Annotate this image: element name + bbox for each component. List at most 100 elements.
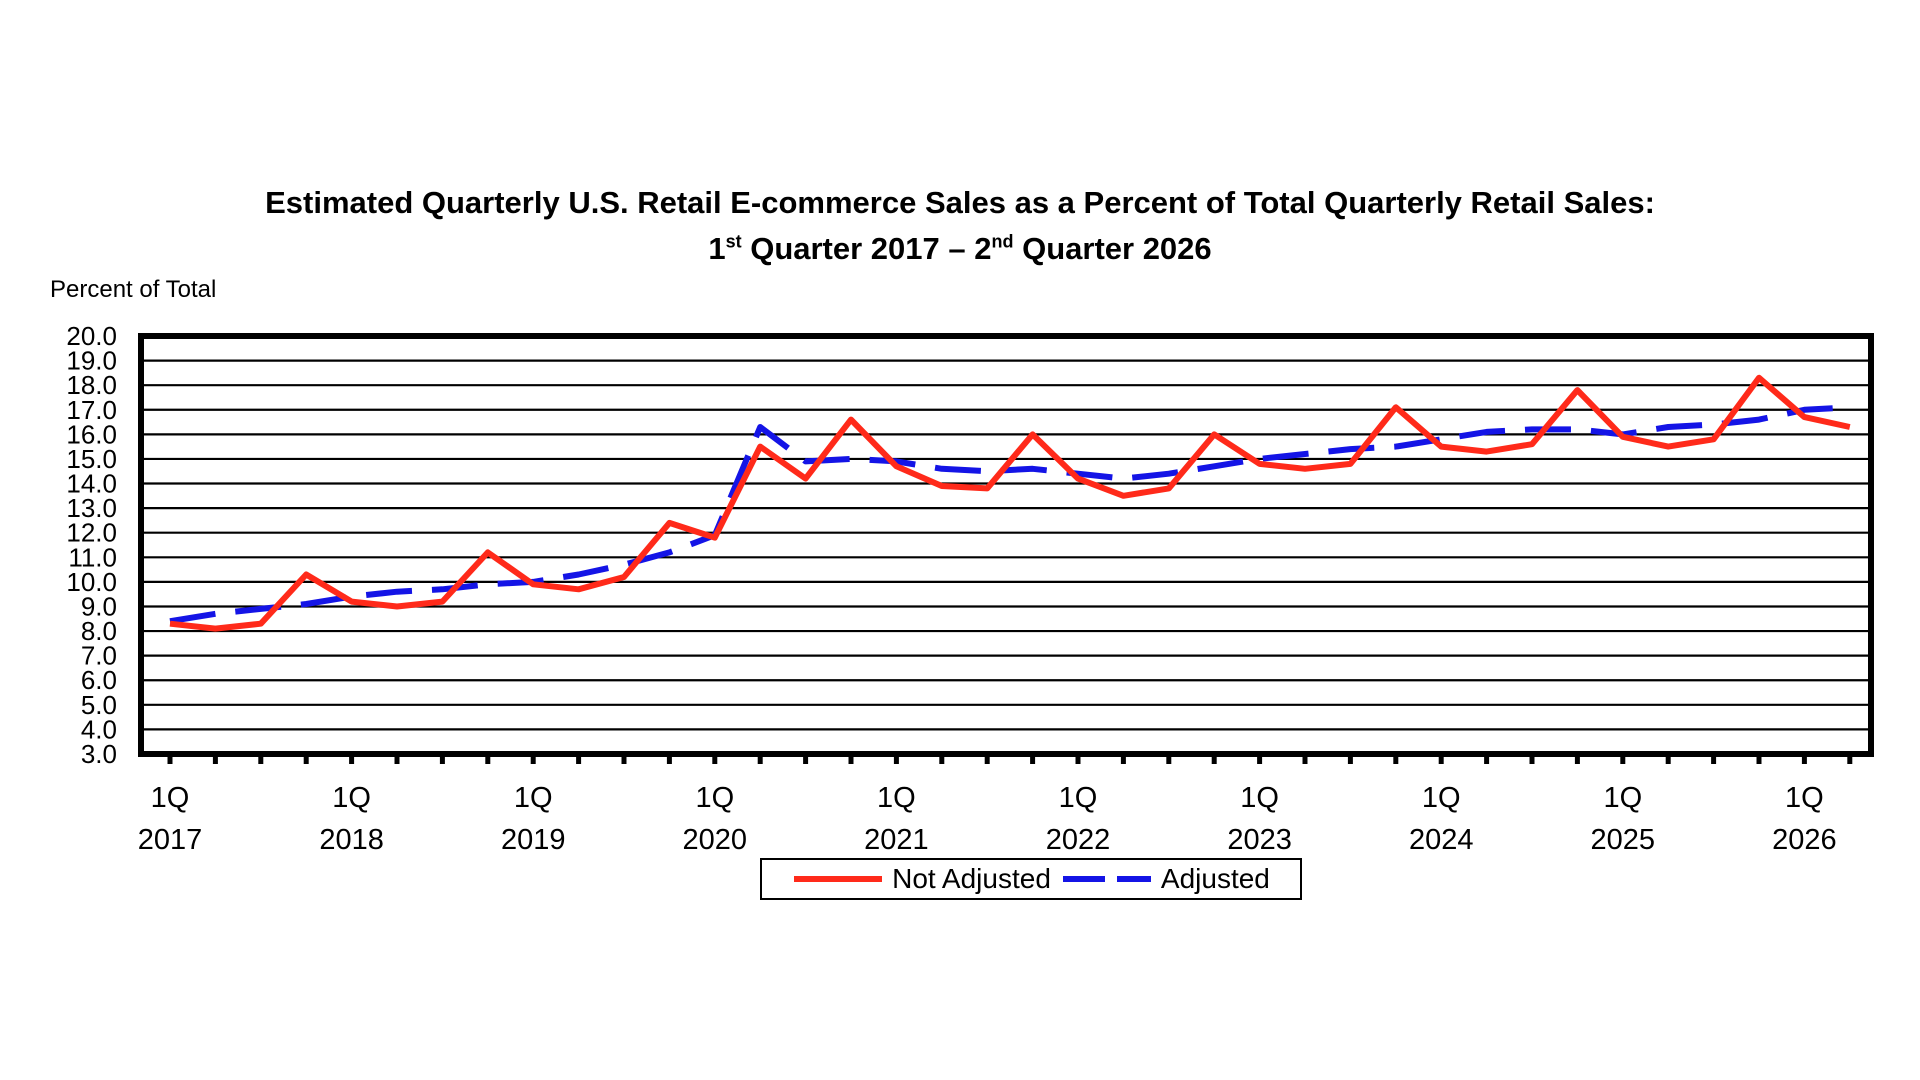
y-tick-label: 7.0 — [81, 641, 117, 671]
data-point-adjusted — [1574, 426, 1580, 432]
data-point-not-adjusted — [1166, 485, 1172, 491]
data-point-not-adjusted — [303, 572, 309, 578]
data-point-not-adjusted — [485, 549, 491, 555]
data-point-not-adjusted — [1030, 431, 1036, 437]
x-tick-label-year: 2023 — [1227, 824, 1292, 856]
data-point-adjusted — [303, 601, 309, 607]
y-tick-label: 12.0 — [66, 518, 117, 548]
data-point-not-adjusted — [757, 444, 763, 450]
y-tick-label: 5.0 — [81, 690, 117, 720]
y-tick-label: 8.0 — [81, 616, 117, 646]
data-point-not-adjusted — [349, 599, 355, 605]
x-tick-label-quarter: 1Q — [1603, 782, 1642, 814]
data-point-not-adjusted — [1801, 414, 1807, 420]
legend-swatch-not-adjusted — [794, 876, 883, 882]
x-tick-label-quarter: 1Q — [695, 782, 734, 814]
data-point-adjusted — [1302, 451, 1308, 457]
data-point-not-adjusted — [712, 535, 718, 541]
chart-title-line2: 1st Quarter 2017 – 2nd Quarter 2026 — [708, 231, 1212, 266]
y-tick-label: 4.0 — [81, 714, 117, 744]
x-tick-label-quarter: 1Q — [1240, 782, 1279, 814]
x-tick-label-quarter: 1Q — [877, 782, 916, 814]
data-point-not-adjusted — [1484, 449, 1490, 455]
x-tick-label-quarter: 1Q — [1059, 782, 1098, 814]
data-point-adjusted — [1529, 426, 1535, 432]
data-point-adjusted — [576, 572, 582, 578]
data-point-adjusted — [258, 606, 264, 612]
data-point-not-adjusted — [803, 476, 809, 482]
data-point-adjusted — [1347, 446, 1353, 452]
data-point-adjusted — [394, 589, 400, 595]
data-point-adjusted — [984, 468, 990, 474]
data-point-adjusted — [212, 611, 218, 617]
data-point-not-adjusted — [893, 463, 899, 469]
data-point-not-adjusted — [167, 621, 173, 627]
data-point-adjusted — [1211, 463, 1217, 469]
data-point-not-adjusted — [1756, 375, 1762, 381]
series-line-not-adjusted — [169, 374, 1851, 632]
x-tick-label-year: 2020 — [683, 824, 748, 856]
series-line-adjusted — [169, 404, 1850, 625]
y-tick-label: 6.0 — [81, 665, 117, 695]
x-tick-label-year: 2018 — [319, 824, 384, 856]
x-tick-label-quarter: 1Q — [151, 782, 190, 814]
data-point-not-adjusted — [1665, 444, 1671, 450]
y-tick-label: 14.0 — [66, 469, 117, 499]
data-point-adjusted — [757, 424, 763, 430]
data-point-not-adjusted — [939, 483, 945, 489]
data-point-not-adjusted — [1847, 424, 1853, 430]
data-point-adjusted — [803, 458, 809, 464]
y-tick-label: 10.0 — [66, 567, 117, 597]
data-point-not-adjusted — [576, 586, 582, 592]
legend-item-adjusted: Adjusted — [1061, 863, 1270, 895]
data-point-adjusted — [939, 466, 945, 472]
data-point-adjusted — [485, 581, 491, 587]
data-point-not-adjusted — [394, 603, 400, 609]
x-tick-label-year: 2019 — [501, 824, 566, 856]
x-tick-labels: 1Q 2017 1Q 2018 1Q 2019 1Q 2020 1Q 2021 1Q 2022 1Q 20… — [138, 782, 1837, 856]
y-tick-label: 18.0 — [66, 370, 117, 400]
data-point-not-adjusted — [1620, 434, 1626, 440]
y-tick-label: 11.0 — [68, 542, 117, 572]
x-tick-label-year: 2026 — [1772, 824, 1837, 856]
data-point-adjusted — [1665, 424, 1671, 430]
x-tick-label-year: 2024 — [1409, 824, 1474, 856]
data-point-not-adjusted — [258, 621, 264, 627]
legend-label-not-adjusted: Not Adjusted — [892, 863, 1051, 894]
x-tick-label-quarter: 1Q — [1785, 782, 1824, 814]
legend-label-adjusted: Adjusted — [1160, 863, 1270, 894]
y-tick-label: 19.0 — [66, 346, 117, 376]
data-point-not-adjusted — [1120, 493, 1126, 499]
chart-title-line1: Estimated Quarterly U.S. Retail E-commer… — [265, 185, 1655, 220]
x-tick-label-quarter: 1Q — [332, 782, 371, 814]
y-tick-label: 3.0 — [81, 739, 117, 769]
legend-swatch-adjusted — [1062, 876, 1151, 882]
data-point-adjusted — [1756, 417, 1762, 423]
data-point-adjusted — [1484, 429, 1490, 435]
data-point-adjusted — [1711, 422, 1717, 428]
data-point-not-adjusted — [666, 520, 672, 526]
data-point-adjusted — [1120, 476, 1126, 482]
data-point-not-adjusted — [1347, 461, 1353, 467]
y-tick-labels: 20.019.018.017.016.015.014.013.012.011.0… — [66, 321, 117, 769]
data-point-adjusted — [666, 549, 672, 555]
data-point-not-adjusted — [1574, 387, 1580, 393]
data-point-not-adjusted — [530, 581, 536, 587]
data-point-not-adjusted — [1302, 466, 1308, 472]
data-point-not-adjusted — [1393, 404, 1399, 410]
x-tick-label-year: 2022 — [1046, 824, 1111, 856]
x-tick-label-year: 2017 — [138, 824, 203, 856]
data-point-adjusted — [1393, 444, 1399, 450]
y-tick-label: 15.0 — [66, 444, 117, 474]
data-point-adjusted — [621, 562, 627, 568]
y-axis-label: Percent of Total — [50, 276, 217, 303]
data-point-adjusted — [1030, 466, 1036, 472]
data-point-not-adjusted — [1211, 431, 1217, 437]
data-point-not-adjusted — [1529, 441, 1535, 447]
y-tick-label: 16.0 — [66, 419, 117, 449]
grid-lines — [141, 334, 1871, 756]
data-point-not-adjusted — [212, 626, 218, 632]
x-tick-label-year: 2025 — [1591, 824, 1656, 856]
data-point-not-adjusted — [1075, 476, 1081, 482]
